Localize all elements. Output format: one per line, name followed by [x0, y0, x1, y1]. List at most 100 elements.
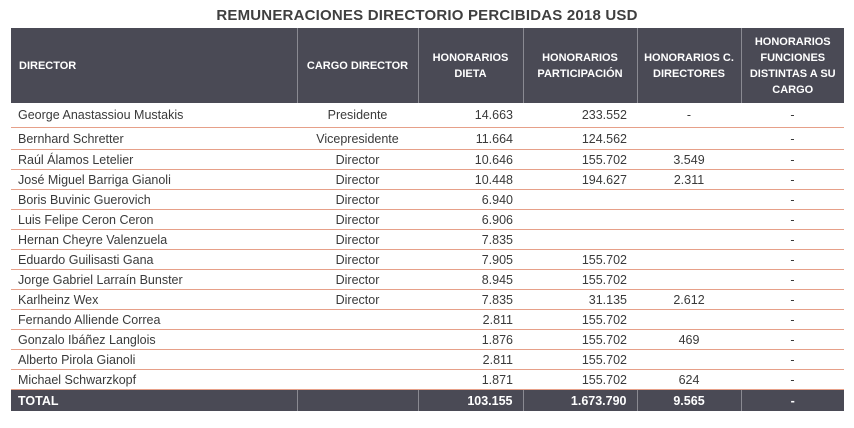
table-row: Hernan Cheyre Valenzuela Director 7.835 - [11, 229, 844, 250]
header-funciones: HONORARIOS FUNCIONES DISTINTAS A SU CARG… [740, 28, 844, 103]
dieta-cell: 7.905 [418, 249, 523, 270]
page-title: REMUNERACIONES DIRECTORIO PERCIBIDAS 201… [216, 7, 638, 24]
participacion-cell: 155.702 [523, 249, 637, 270]
cargo-cell [297, 309, 418, 330]
funciones-cell: - [741, 127, 844, 150]
participacion-cell: 233.552 [523, 103, 637, 128]
participacion-cell: 155.702 [523, 269, 637, 290]
dieta-cell: 7.835 [418, 229, 523, 250]
header-participacion: HONORARIOS PARTICIPACIÓN [522, 28, 637, 103]
header-comite: HONORARIOS C. DIRECTORES [636, 28, 741, 103]
comite-cell: 469 [637, 329, 741, 350]
director-name: Jorge Gabriel Larraín Bunster [11, 269, 297, 290]
header-director: DIRECTOR [11, 28, 297, 103]
cargo-cell: Director [297, 269, 418, 290]
comite-cell [637, 249, 741, 270]
table-row: Raúl Álamos Letelier Director 10.646 155.70… [11, 149, 844, 170]
dieta-cell: 6.940 [418, 189, 523, 210]
total-participacion: 1.673.790 [522, 389, 637, 411]
director-name: Michael Schwarzkopf [11, 369, 297, 390]
table-row: Gonzalo Ibáñez Langlois 1.876 155.702 469- [11, 329, 844, 350]
participacion-cell: 124.562 [523, 127, 637, 150]
funciones-cell: - [741, 329, 844, 350]
participacion-cell [523, 209, 637, 230]
table-row: Alberto Pirola Gianoli 2.811 155.702 - [11, 349, 844, 370]
comite-cell [637, 269, 741, 290]
total-funciones: - [740, 389, 844, 411]
header-cargo: CARGO DIRECTOR [296, 28, 418, 103]
funciones-cell: - [741, 369, 844, 390]
cargo-cell: Director [297, 249, 418, 270]
dieta-cell: 10.646 [418, 149, 523, 170]
cargo-cell: Director [297, 209, 418, 230]
director-name: Fernando Alliende Correa [11, 309, 297, 330]
total-comite: 9.565 [636, 389, 741, 411]
director-name: Hernan Cheyre Valenzuela [11, 229, 297, 250]
remuneration-table: DIRECTOR CARGO DIRECTOR HONORARIOS DIETA… [11, 28, 844, 411]
comite-cell [637, 209, 741, 230]
funciones-cell: - [741, 209, 844, 230]
dieta-cell: 8.945 [418, 269, 523, 290]
header-row: DIRECTOR CARGO DIRECTOR HONORARIOS DIETA… [11, 28, 844, 103]
cargo-cell: Director [297, 149, 418, 170]
director-name: Bernhard Schretter [11, 127, 297, 150]
participacion-cell: 155.702 [523, 309, 637, 330]
dieta-cell: 1.871 [418, 369, 523, 390]
dieta-cell: 11.664 [418, 127, 523, 150]
comite-cell [637, 309, 741, 330]
participacion-cell: 194.627 [523, 169, 637, 190]
comite-cell [637, 189, 741, 210]
table-row: Karlheinz Wex Director 7.835 31.135 2.612- [11, 289, 844, 310]
director-name: Karlheinz Wex [11, 289, 297, 310]
table-row: Fernando Alliende Correa 2.811 155.702 - [11, 309, 844, 330]
cargo-cell: Director [297, 169, 418, 190]
dieta-cell: 6.906 [418, 209, 523, 230]
funciones-cell: - [741, 229, 844, 250]
director-name: Gonzalo Ibáñez Langlois [11, 329, 297, 350]
cargo-cell [297, 349, 418, 370]
table-row: Bernhard Schretter Vicepresidente 11.664 12… [11, 127, 844, 150]
dieta-cell: 1.876 [418, 329, 523, 350]
dieta-cell: 2.811 [418, 309, 523, 330]
total-dieta: 103.155 [417, 389, 523, 411]
participacion-cell: 155.702 [523, 149, 637, 170]
director-name: José Miguel Barriga Gianoli [11, 169, 297, 190]
participacion-cell: 31.135 [523, 289, 637, 310]
dieta-cell: 7.835 [418, 289, 523, 310]
comite-cell [637, 127, 741, 150]
comite-cell: 3.549 [637, 149, 741, 170]
funciones-cell: - [741, 289, 844, 310]
cargo-cell [297, 329, 418, 350]
table-row: Eduardo Guilisasti Gana Director 7.905 155.… [11, 249, 844, 270]
funciones-cell: - [741, 269, 844, 290]
cargo-cell: Director [297, 289, 418, 310]
funciones-cell: - [741, 189, 844, 210]
table-row: George Anastassiou Mustakis Presidente 14.… [11, 103, 844, 128]
dieta-cell: 10.448 [418, 169, 523, 190]
cargo-cell: Presidente [297, 103, 418, 128]
cargo-cell: Director [297, 189, 418, 210]
comite-cell: 2.311 [637, 169, 741, 190]
cargo-cell [297, 369, 418, 390]
director-name: Raúl Álamos Letelier [11, 149, 297, 170]
table-row: Michael Schwarzkopf 1.871 155.702 624- [11, 369, 844, 390]
cargo-cell: Vicepresidente [297, 127, 418, 150]
total-label: TOTAL [11, 389, 297, 411]
comite-cell [637, 229, 741, 250]
participacion-cell: 155.702 [523, 349, 637, 370]
total-cargo [296, 389, 418, 411]
comite-cell: 624 [637, 369, 741, 390]
director-name: George Anastassiou Mustakis [11, 103, 297, 128]
funciones-cell: - [741, 249, 844, 270]
participacion-cell: 155.702 [523, 369, 637, 390]
table-body: George Anastassiou Mustakis Presidente 14.… [11, 103, 844, 390]
participacion-cell [523, 229, 637, 250]
funciones-cell: - [741, 149, 844, 170]
director-name: Eduardo Guilisasti Gana [11, 249, 297, 270]
director-name: Luis Felipe Ceron Ceron [11, 209, 297, 230]
participacion-cell [523, 189, 637, 210]
table-row: José Miguel Barriga Gianoli Director 10.44… [11, 169, 844, 190]
comite-cell [637, 349, 741, 370]
table-row: Jorge Gabriel Larraín Bunster Director 8.9… [11, 269, 844, 290]
